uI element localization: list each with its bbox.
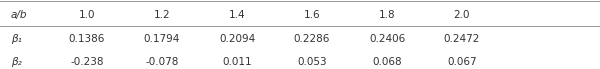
Text: 0.2406: 0.2406 (369, 34, 405, 44)
Text: 0.067: 0.067 (447, 57, 477, 67)
Text: 0.2286: 0.2286 (294, 34, 330, 44)
Text: β₁: β₁ (11, 34, 22, 44)
Text: -0.238: -0.238 (70, 57, 104, 67)
Text: 0.068: 0.068 (372, 57, 402, 67)
Text: 0.1794: 0.1794 (144, 34, 180, 44)
Text: 1.8: 1.8 (379, 10, 395, 20)
Text: 0.011: 0.011 (222, 57, 252, 67)
Text: β₂: β₂ (11, 57, 22, 67)
Text: 0.1386: 0.1386 (69, 34, 105, 44)
Text: 1.0: 1.0 (79, 10, 95, 20)
Text: 2.0: 2.0 (454, 10, 470, 20)
Text: a/b: a/b (11, 10, 28, 20)
Text: 1.2: 1.2 (154, 10, 170, 20)
Text: 1.6: 1.6 (304, 10, 320, 20)
Text: -0.078: -0.078 (145, 57, 179, 67)
Text: 0.053: 0.053 (297, 57, 327, 67)
Text: 0.2472: 0.2472 (444, 34, 480, 44)
Text: 1.4: 1.4 (229, 10, 245, 20)
Text: 0.2094: 0.2094 (219, 34, 255, 44)
